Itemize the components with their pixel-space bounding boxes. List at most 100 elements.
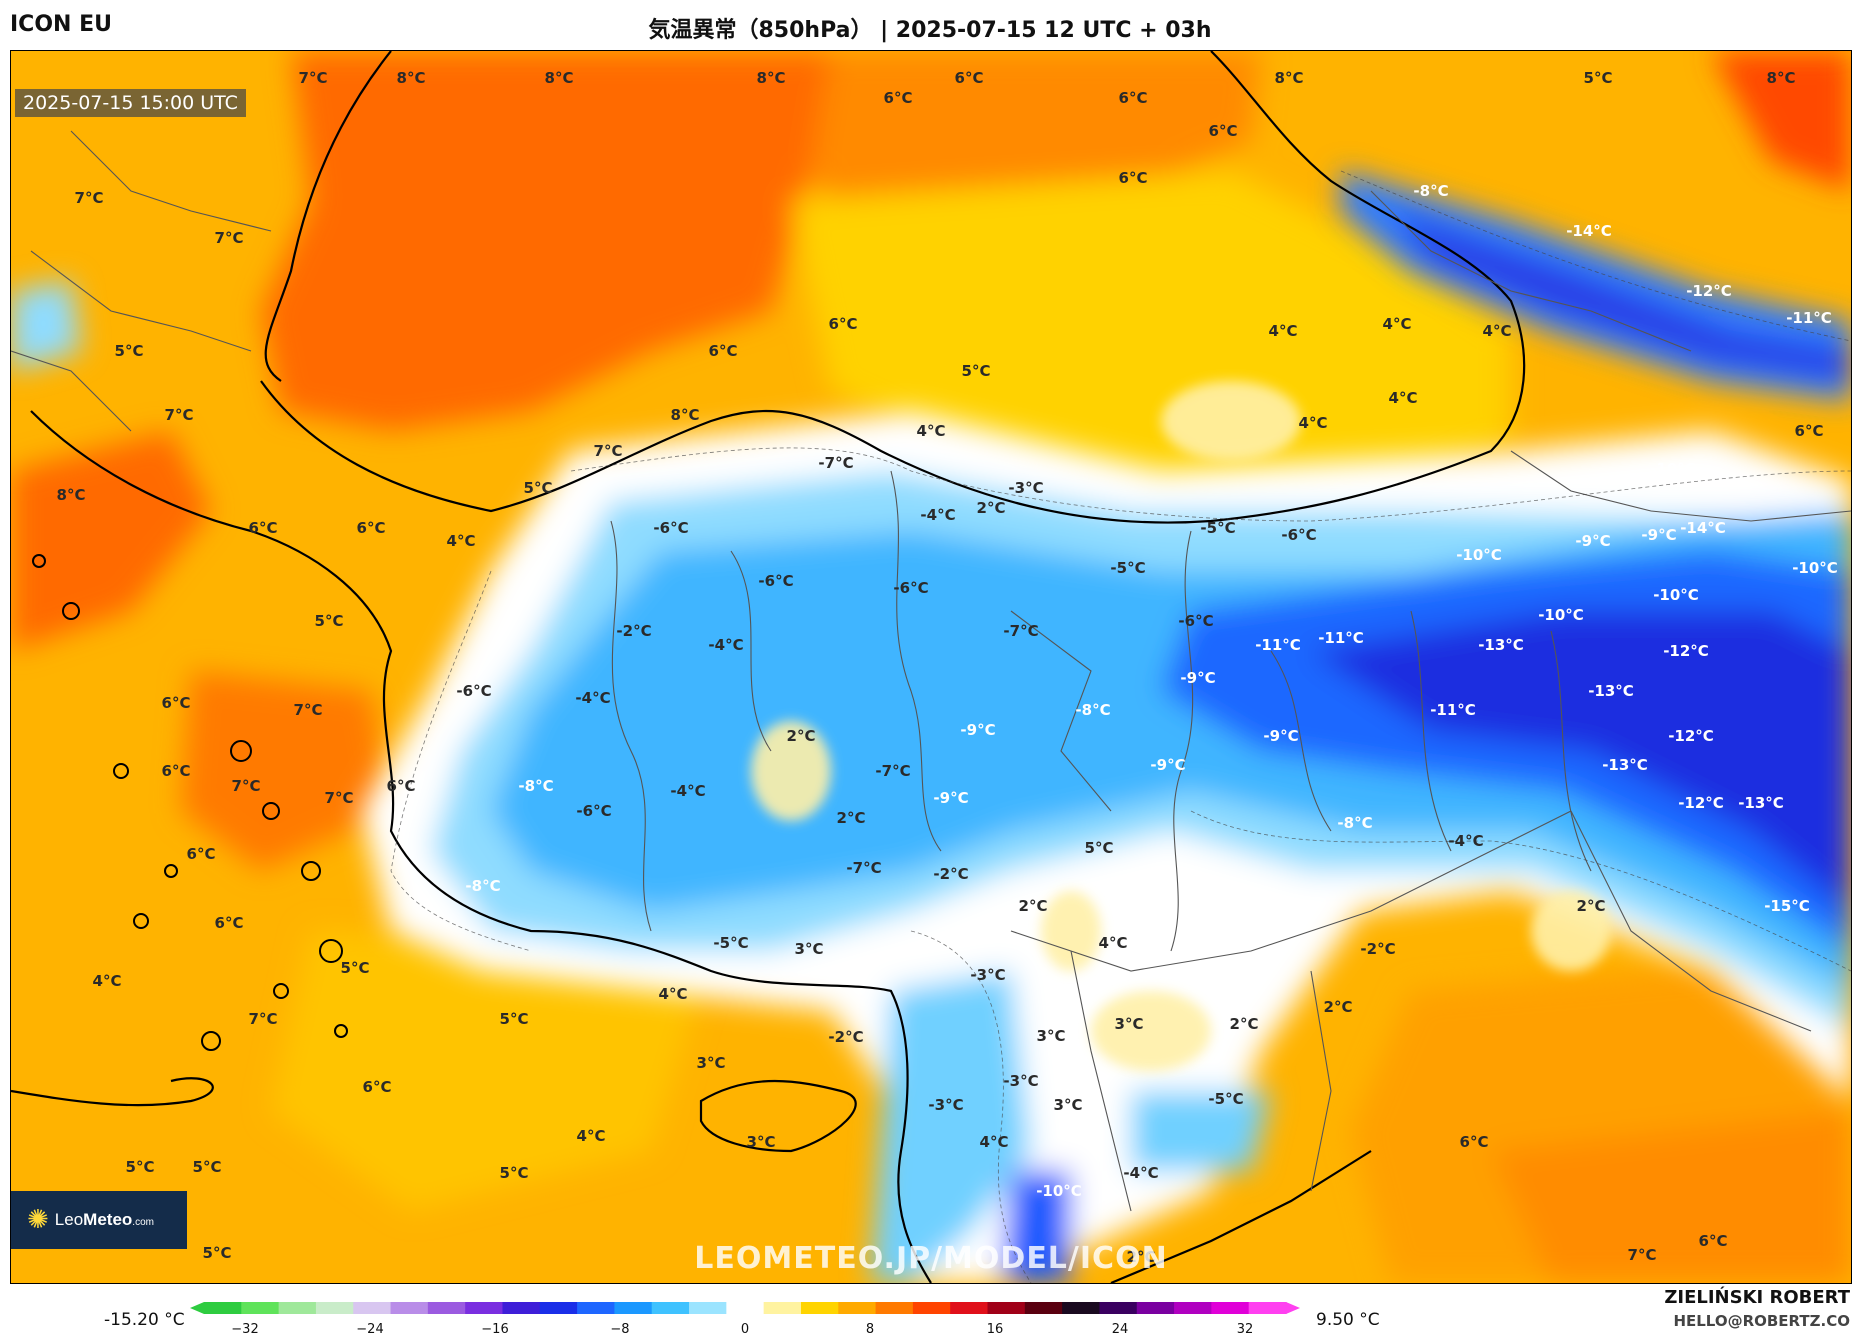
colorbar-segment [1099,1302,1138,1314]
temperature-label: 2°C [1018,897,1048,915]
temperature-label: -8°C [1075,701,1111,719]
temperature-label: 6°C [356,519,386,537]
temperature-label: -15°C [1764,897,1810,915]
temperature-label: -4°C [1123,1164,1159,1182]
islands [32,554,348,1051]
colorbar-tick-label: −32 [231,1322,259,1337]
temperature-label: -4°C [670,782,706,800]
temperature-label: -12°C [1663,642,1709,660]
colorbar-tick-label: 24 [1111,1322,1129,1337]
colorbar [190,1302,1300,1314]
temperature-label: -9°C [933,789,969,807]
temperature-label: 8°C [756,69,786,87]
map-panel[interactable]: 2025-07-15 15:00 UTC 7°C 8°C 8°C 8°C 6°C 6°C 6… [10,50,1852,1284]
logo-text: LeoMeteo.com [55,1210,154,1230]
pale-patches [751,381,1611,1071]
page-title: 気温異常（850hPa） | 2025-07-15 12 UTC + 03h [648,18,1212,43]
temperature-label: -12°C [1678,794,1724,812]
temperature-label: 4°C [979,1133,1009,1151]
logo-suffix: .com [132,1217,154,1228]
colorbar-segment [1024,1302,1063,1314]
temperature-label: -9°C [1575,532,1611,550]
colorbar-segment [1248,1302,1287,1314]
temperature-label: 2°C [786,727,816,745]
temperature-label: -9°C [960,721,996,739]
colorbar-segment [539,1302,578,1314]
colorbar-segment [241,1302,280,1314]
watermark: LEOMETEO.JP/MODEL/ICON [694,1241,1168,1276]
credit-email[interactable]: HELLO@ROBERTZ.CO [1673,1312,1850,1330]
temperature-label: -5°C [1200,519,1236,537]
colorbar-segment [1211,1302,1250,1314]
temperature-label: 6°C [161,762,191,780]
temperature-label: 2°C [1126,1248,1156,1266]
temperature-label: 5°C [961,362,991,380]
colorbar-segment [427,1302,466,1314]
colorbar-segment [614,1302,653,1314]
temperature-label: -13°C [1602,756,1648,774]
temperature-label: 6°C [214,914,244,932]
colorbar-tick-label: 32 [1236,1322,1254,1337]
temperature-label: 3°C [1036,1027,1066,1045]
colorbar-tick-label: −24 [356,1322,384,1337]
temperature-label: 6°C [248,519,278,537]
borders [11,130,1851,1212]
temperature-label: -10°C [1456,546,1502,564]
temperature-label: 5°C [125,1158,155,1176]
colorbar-tick-label: 8 [865,1322,875,1337]
temperature-label: 7°C [1627,1246,1657,1264]
temperature-label: 6°C [161,694,191,712]
temperature-label: 7°C [324,789,354,807]
contour-lines [390,170,1851,1283]
model-name: ICON EU [10,12,112,37]
temperature-label: 7°C [231,777,261,795]
temperature-label: -11°C [1318,629,1364,647]
temperature-label: 5°C [499,1010,529,1028]
temperature-label: 6°C [1118,169,1148,187]
temperature-label: 5°C [202,1244,232,1262]
leometeo-logo[interactable]: ✺ LeoMeteo.com [11,1191,187,1249]
temperature-label: -4°C [575,689,611,707]
temperature-label: -7°C [846,859,882,877]
temperature-label: -3°C [1008,479,1044,497]
temperature-label: 6°C [883,89,913,107]
temperature-label: -7°C [875,762,911,780]
temperature-label: 5°C [1084,839,1114,857]
temperature-label: 3°C [794,940,824,958]
temperature-label: -14°C [1680,519,1726,537]
temperature-label: 7°C [74,189,104,207]
temperature-label: 5°C [499,1164,529,1182]
temperature-label: 8°C [56,486,86,504]
temperature-label: -6°C [893,579,929,597]
temperature-label: 7°C [248,1010,278,1028]
temperature-label: -8°C [518,777,554,795]
temperature-label: -2°C [828,1028,864,1046]
temperature-label: -2°C [616,622,652,640]
temperature-label: 4°C [1298,414,1328,432]
temperature-label: 6°C [1698,1232,1728,1250]
temperature-label: 8°C [544,69,574,87]
colorbar-max-arrow [1286,1302,1300,1314]
colorbar-segment [1062,1302,1101,1314]
temperature-label: -14°C [1566,222,1612,240]
temperature-label: 8°C [1766,69,1796,87]
temperature-label: -8°C [1337,814,1373,832]
temperature-label: -6°C [1178,612,1214,630]
colorbar-min-label: -15.20 °C [104,1310,185,1330]
colorbar-segment [278,1302,317,1314]
temperature-label: -2°C [1360,940,1396,958]
colorbar-tick-label: 16 [986,1322,1004,1337]
temperature-label: 5°C [523,479,553,497]
colorbar-segment [315,1302,354,1314]
colorbar-segment [763,1302,802,1314]
temperature-label: 5°C [314,612,344,630]
temperature-label: 6°C [362,1078,392,1096]
colorbar-tick-label: 0 [740,1322,750,1337]
colorbar-tick-label: −8 [610,1322,630,1337]
temperature-label: 2°C [836,809,866,827]
temperature-label: 2°C [1323,998,1353,1016]
temperature-label: -9°C [1263,727,1299,745]
temperature-label: -9°C [1641,526,1677,544]
colorbar-segment [838,1302,877,1314]
colorbar-segment [1174,1302,1212,1314]
